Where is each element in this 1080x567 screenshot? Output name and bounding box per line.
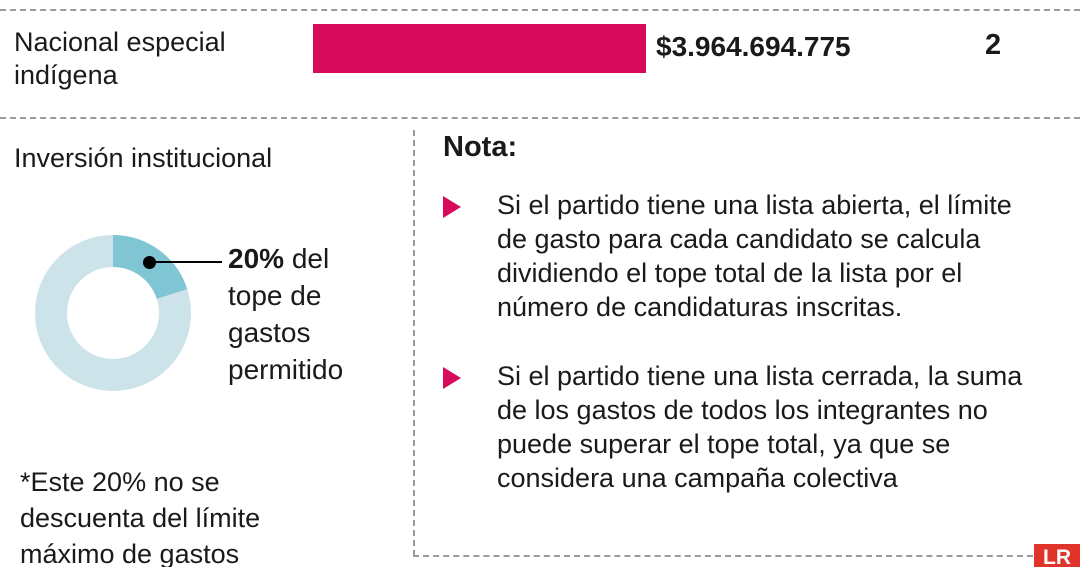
donut-callout-description: del tope de gastos permitido	[228, 243, 344, 385]
institutional-investment-title: Inversión institucional	[14, 143, 273, 173]
bar-row-category-label: Nacional especial indígena	[14, 27, 226, 90]
bottom-dashed-divider	[413, 555, 1033, 557]
lr-logo: LR	[1034, 544, 1080, 567]
bullet-triangle-icon	[443, 196, 461, 218]
note-item: Si el partido tiene una lista abierta, e…	[497, 190, 1012, 322]
donut-callout-dot	[143, 256, 156, 269]
note-title: Nota:	[443, 131, 518, 163]
donut-chart	[35, 235, 191, 391]
row-dashed-divider	[0, 117, 1080, 119]
top-dashed-divider	[0, 9, 1080, 11]
institutional-footnote: *Este 20% no se descuenta del límite máx…	[20, 467, 261, 567]
bar-value-label: $3.964.694.775	[656, 31, 851, 62]
bar-segment	[313, 24, 646, 73]
bullet-triangle-icon	[443, 367, 461, 389]
row-index-number: 2	[985, 29, 1002, 61]
column-dashed-divider	[413, 130, 415, 556]
donut-callout-text: 20% del tope de gastos permitido	[228, 240, 376, 388]
donut-callout-percent: 20%	[228, 243, 285, 274]
donut-segment	[35, 235, 191, 391]
donut-callout-line	[154, 261, 222, 263]
note-item: Si el partido tiene una lista cerrada, l…	[497, 361, 1023, 493]
